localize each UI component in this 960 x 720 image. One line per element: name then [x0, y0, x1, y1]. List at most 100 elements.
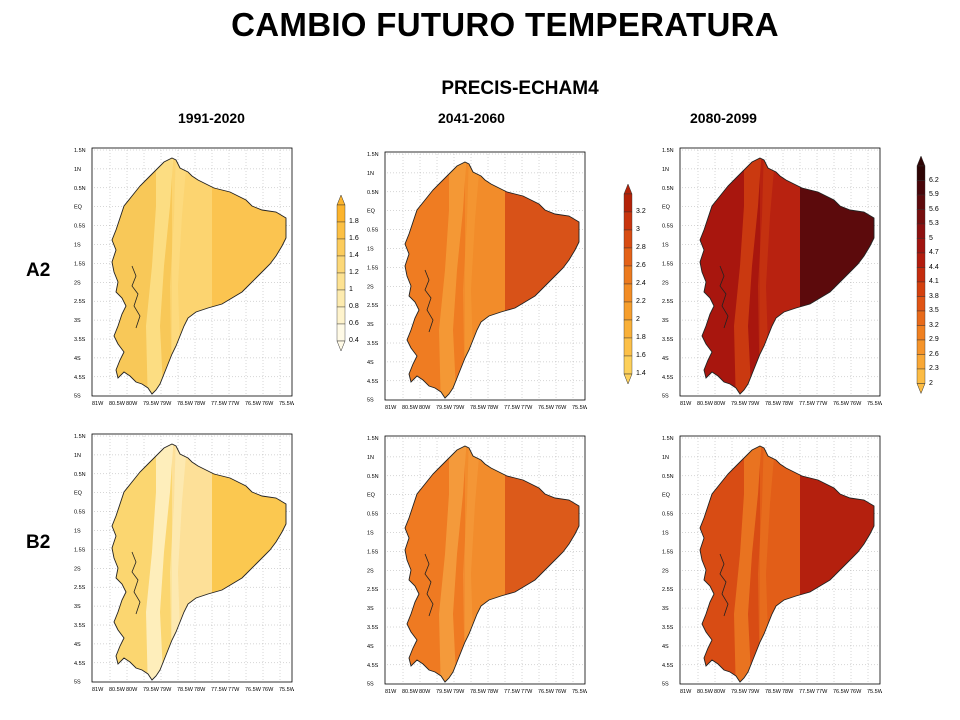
lat-tick-label: 2S	[74, 566, 81, 572]
map-svg: 1.5N 1N 0.5N EQ 0.5S 1S 1.5S 2S 2.5S 3S 3.5S 4S 4.5S…	[367, 151, 587, 411]
lat-tick-label: 4S	[74, 642, 81, 648]
lat-tick-label: 2.5S	[367, 587, 379, 593]
colorbar-tick-label: 1.6	[636, 352, 646, 359]
colorbar-tick-label: 5	[929, 234, 933, 242]
lat-tick-label: 1.5S	[367, 265, 379, 271]
lat-tick-label: 0.5N	[74, 186, 86, 192]
lat-tick-label: 0.5N	[662, 474, 674, 480]
lon-tick-label: 77W	[521, 405, 533, 411]
lat-tick-label: 1S	[74, 529, 81, 535]
lat-tick-label: 1S	[367, 531, 374, 537]
lat-tick-label: 4S	[662, 356, 669, 362]
lat-tick-label: 1N	[74, 167, 81, 173]
colorbar-tick-label: 2.3	[929, 365, 939, 372]
map-svg: 1.5N 1N 0.5N EQ 0.5S 1S 1.5S 2S 2.5S 3S 3.5S 4S 4.5S…	[367, 435, 587, 695]
lat-tick-label: 2.5S	[74, 299, 86, 305]
lon-tick-label: 77.5W	[504, 405, 521, 411]
lon-tick-label: 79.5W	[436, 689, 453, 695]
colorbar-tick-label: 2.2	[636, 298, 646, 305]
colorbar-tick-label: 6.2	[929, 176, 939, 184]
lat-tick-label: 1.5S	[662, 549, 674, 555]
lat-tick-label: 5S	[367, 682, 374, 688]
colorbar-tick-label: 4.7	[929, 249, 939, 256]
lon-tick-label: 78.5W	[470, 405, 487, 411]
lat-tick-label: 5S	[662, 682, 669, 688]
lat-tick-label: 2.5S	[662, 299, 674, 305]
colorbar-tick-label: 1.6	[349, 235, 359, 242]
lon-tick-label: 78.5W	[765, 401, 782, 407]
country-outline	[699, 445, 875, 683]
period-label-3: 2080-2099	[690, 110, 757, 126]
colorbar-2080-2099: 6.2 5.9 5.6 5.3 5 4.7 4.4 4.1 3.8 3.5 3.2 2.9 2.6 2.3…	[916, 155, 939, 399]
map-svg: 1.5N 1N 0.5N EQ 0.5S 1S 1.5S 2S 2.5S 3S 3.5S 4S 4.5S…	[662, 147, 882, 407]
lat-tick-label: 1.5N	[662, 148, 674, 154]
colorbar-svg	[916, 155, 926, 395]
lat-tick-label: 1N	[367, 455, 374, 461]
lat-tick-label: 0.5N	[74, 472, 86, 478]
lon-tick-label: 79.5W	[731, 401, 748, 407]
lat-tick-label: 4.5S	[662, 663, 674, 669]
colorbar-tick-label: 2	[636, 316, 640, 323]
lon-tick-label: 76W	[555, 689, 567, 695]
lon-tick-label: 79W	[160, 401, 172, 407]
lat-tick-label: 0.5S	[662, 224, 674, 230]
lat-tick-label: 3.5S	[662, 625, 674, 631]
scenario-label-a2: A2	[26, 260, 51, 281]
lat-tick-label: EQ	[74, 491, 83, 497]
lon-tick-label: 79W	[160, 687, 172, 693]
lon-tick-label: 76.5W	[538, 689, 555, 695]
colorbar-tick-label: 1.4	[636, 370, 646, 377]
lon-tick-label: 79.5W	[436, 405, 453, 411]
map-a2-2080-2099: 1.5N 1N 0.5N EQ 0.5S 1S 1.5S 2S 2.5S 3S 3.5S 4S 4.5S…	[660, 146, 882, 408]
lon-tick-label: 79W	[748, 401, 760, 407]
lon-tick-label: 77W	[816, 401, 828, 407]
lat-tick-label: 2S	[367, 568, 374, 574]
country-outline	[111, 443, 287, 681]
lat-tick-label: 3S	[662, 606, 669, 612]
lat-tick-label: 1S	[74, 243, 81, 249]
country-outline	[111, 157, 287, 395]
lon-tick-label: 78.5W	[470, 689, 487, 695]
lon-tick-label: 79.5W	[143, 401, 160, 407]
lon-tick-label: 80.5W	[402, 405, 419, 411]
lon-tick-label: 77W	[228, 401, 240, 407]
lon-tick-label: 78W	[194, 401, 206, 407]
lon-tick-label: 75.5W	[867, 401, 882, 407]
lon-tick-label: 76W	[850, 689, 862, 695]
lon-tick-label: 75.5W	[867, 689, 882, 695]
lat-tick-label: EQ	[662, 493, 671, 499]
lon-tick-label: 76W	[262, 401, 274, 407]
period-label-1: 1991-2020	[178, 110, 245, 126]
colorbar-tick-label: 3.2	[929, 321, 939, 329]
lon-tick-label: 77.5W	[211, 687, 228, 693]
lat-tick-label: 1.5S	[74, 261, 86, 267]
lon-tick-label: 77.5W	[211, 401, 228, 407]
colorbar-tick-label: 4.4	[929, 263, 939, 271]
colorbar-tick-label: 1.8	[636, 334, 646, 341]
lon-tick-label: 79W	[453, 689, 465, 695]
colorbar-tick-label: 5.3	[929, 220, 939, 227]
lat-tick-label: 4.5S	[367, 379, 379, 385]
lat-tick-label: 1.5N	[74, 148, 86, 154]
lon-tick-label: 78W	[782, 689, 794, 695]
lon-tick-label: 80W	[419, 689, 431, 695]
lat-tick-label: 0.5S	[367, 228, 379, 234]
colorbar-tick-label: 1.4	[349, 252, 359, 259]
lon-tick-label: 79.5W	[731, 689, 748, 695]
country-outline	[404, 161, 580, 399]
country-outline	[404, 445, 580, 683]
lat-tick-label: 1.5N	[367, 152, 379, 158]
lat-tick-label: 3.5S	[662, 337, 674, 343]
lon-tick-label: 81W	[680, 689, 692, 695]
lat-tick-label: EQ	[367, 493, 376, 499]
lon-tick-label: 81W	[385, 405, 397, 411]
lat-tick-label: 3S	[367, 322, 374, 328]
lon-tick-label: 79.5W	[143, 687, 160, 693]
lat-tick-label: 1N	[74, 453, 81, 459]
lon-tick-label: 75.5W	[572, 689, 587, 695]
lon-tick-label: 77.5W	[799, 689, 816, 695]
lat-tick-label: 2S	[662, 280, 669, 286]
lon-tick-label: 81W	[385, 689, 397, 695]
period-label-2: 2041-2060	[438, 110, 505, 126]
lon-tick-label: 77.5W	[504, 689, 521, 695]
